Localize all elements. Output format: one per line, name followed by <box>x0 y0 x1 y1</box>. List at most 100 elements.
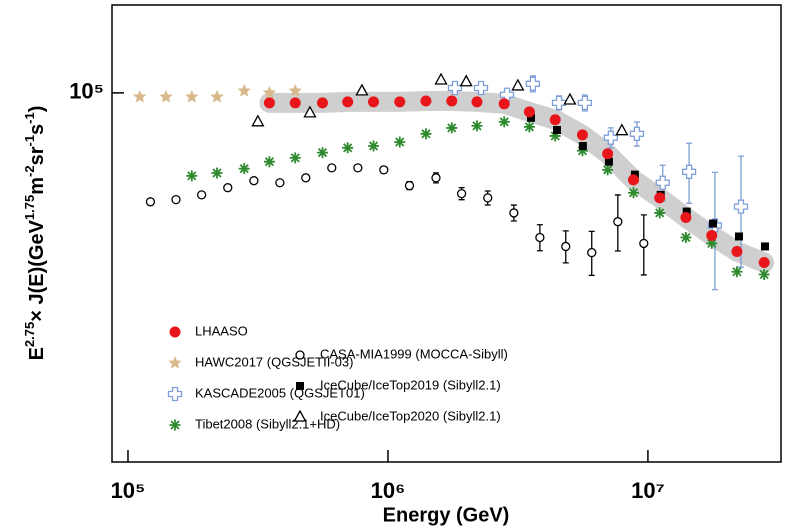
data-point <box>627 174 639 186</box>
y-label-part: -1 <box>22 135 37 147</box>
data-point <box>159 89 173 103</box>
data-point <box>525 76 541 91</box>
data-point <box>223 183 233 193</box>
data-point <box>379 165 389 175</box>
legend-marker <box>293 409 307 422</box>
data-point <box>186 170 198 182</box>
data-point <box>706 230 718 242</box>
data-point <box>289 152 301 164</box>
data-point <box>731 246 743 258</box>
data-point <box>211 167 223 179</box>
data-point <box>196 190 207 200</box>
data-point <box>561 241 571 252</box>
data-point <box>394 96 406 108</box>
legend-item: KASCADE2005 (QGSJET01) <box>167 385 365 402</box>
data-point <box>523 106 535 118</box>
data-point <box>275 178 285 188</box>
data-point <box>535 232 545 243</box>
data-point <box>563 92 577 105</box>
data-point <box>549 114 561 126</box>
data-point <box>394 136 406 148</box>
data-point <box>578 141 587 150</box>
data-point <box>604 157 613 166</box>
y-label-part: 2.75 <box>22 322 37 347</box>
data-point <box>680 212 692 224</box>
data-point <box>734 232 743 241</box>
data-point <box>758 269 770 281</box>
data-point <box>760 242 769 251</box>
y-label-part: m <box>26 177 48 195</box>
data-point <box>483 193 493 203</box>
y-label-part: -2 <box>22 165 37 177</box>
data-point <box>731 266 743 278</box>
legend-text: CASA-MIA1999 (MOCCA-Sibyll) <box>320 346 508 361</box>
data-point <box>523 121 535 133</box>
data-point <box>576 129 588 141</box>
data-point <box>615 123 629 136</box>
legend-item: CASA-MIA1999 (MOCCA-Sibyll) <box>295 346 508 361</box>
y-label-part: × J(E)(GeV <box>26 219 48 321</box>
legend-text: Tibet2008 (Sibyll2.1+HD) <box>195 416 340 431</box>
data-point <box>654 192 666 204</box>
data-point <box>431 173 441 183</box>
data-point <box>603 130 618 145</box>
data-point <box>587 247 597 258</box>
data-point <box>238 163 250 175</box>
data-point <box>327 163 337 173</box>
data-point <box>289 97 301 109</box>
legend-item: Tibet2008 (Sibyll2.1+HD) <box>169 416 340 431</box>
data-point <box>133 89 147 103</box>
data-point <box>316 97 328 109</box>
data-point <box>706 237 718 249</box>
data-point <box>471 96 483 108</box>
legend-item: LHAASO <box>169 323 248 338</box>
data-point <box>210 89 224 103</box>
data-point <box>682 207 691 216</box>
y-tick-label: 10⁵ <box>69 79 104 104</box>
plot-frame <box>111 4 782 463</box>
legend-text: HAWC2017 (QGSJETII-03) <box>195 354 353 369</box>
data-point <box>553 125 562 134</box>
x-axis-label: Energy (GeV) <box>383 504 510 526</box>
y-label-part: -1 <box>22 112 37 124</box>
data-point <box>263 97 275 109</box>
data-point <box>471 120 483 132</box>
data-point <box>237 83 251 97</box>
data-point <box>498 98 510 110</box>
legend-item: IceCube/IceTop2020 (Sibyll2.1) <box>293 408 501 423</box>
y-label-part: s <box>26 124 48 135</box>
data-point <box>447 80 463 96</box>
data-point <box>499 87 515 102</box>
data-point <box>368 96 380 108</box>
data-point <box>551 95 567 111</box>
data-point <box>342 142 354 154</box>
data-point <box>368 140 380 152</box>
data-point <box>613 217 623 227</box>
legend-item: HAWC2017 (QGSJETII-03) <box>168 354 353 369</box>
legend-marker <box>169 419 181 431</box>
legend-text: IceCube/IceTop2020 (Sibyll2.1) <box>320 408 501 423</box>
data-point <box>420 128 432 140</box>
legend-marker <box>169 326 181 338</box>
legend-item: IceCube/IceTop2019 (Sibyll2.1) <box>296 377 501 392</box>
data-point <box>509 208 519 218</box>
data-point <box>709 219 718 228</box>
data-point <box>733 199 749 214</box>
legend-text: KASCADE2005 (QGSJET01) <box>195 385 365 400</box>
data-point <box>639 238 649 249</box>
y-label-part: ) <box>26 106 48 113</box>
data-point <box>655 175 670 190</box>
legend-text: LHAASO <box>195 323 248 338</box>
data-point <box>446 95 458 107</box>
data-point <box>511 78 525 91</box>
data-point <box>185 89 199 103</box>
data-point <box>249 176 259 186</box>
data-point <box>420 95 432 107</box>
data-point <box>758 257 770 269</box>
data-point <box>681 164 697 179</box>
data-point <box>602 164 614 176</box>
data-point <box>459 74 473 87</box>
data-point <box>342 96 354 108</box>
legend-marker <box>168 356 182 369</box>
